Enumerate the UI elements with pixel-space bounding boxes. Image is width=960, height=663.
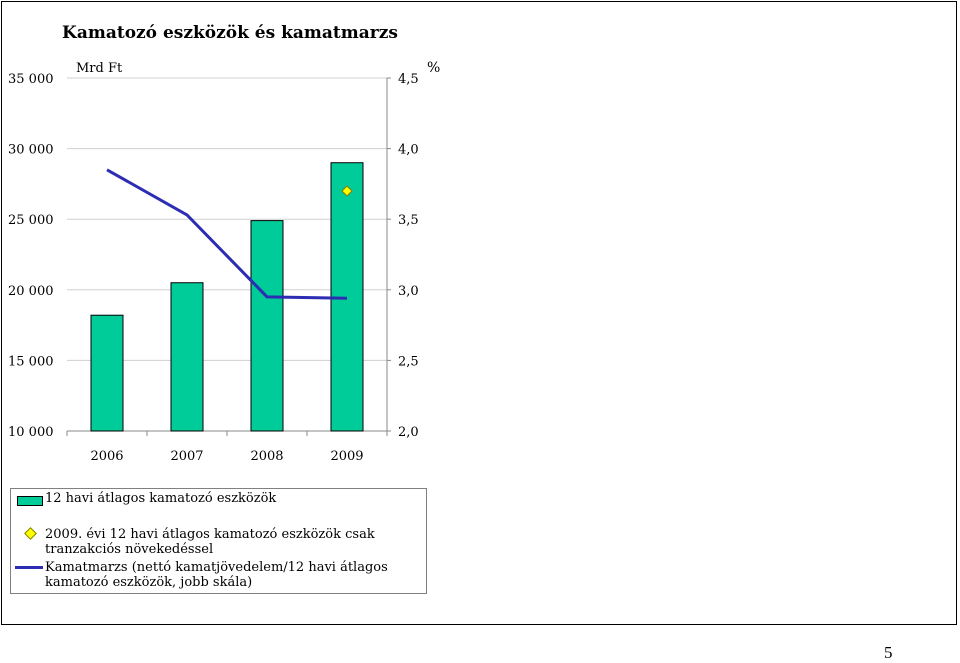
chart-title: Kamatozó eszközök és kamatmarzs <box>62 23 398 43</box>
slide-frame <box>1 1 957 625</box>
legend-bar-swatch <box>17 496 43 506</box>
right-axis-ticks: 2,0 2,5 3,0 3,5 4,0 4,5 <box>398 72 419 440</box>
marker-series <box>341 185 353 197</box>
bar <box>170 282 204 432</box>
x-tick-label: 2007 <box>170 449 203 464</box>
right-tick-label: 4,5 <box>398 72 419 87</box>
page-number: 5 <box>884 643 893 662</box>
x-tick-label: 2009 <box>330 449 363 464</box>
left-axis-ticks: 10 000 15 000 20 000 25 000 30 000 35 000 <box>8 72 54 440</box>
left-tick-label: 10 000 <box>8 425 54 440</box>
legend-label-line: Kamatmarzs (nettó kamatjövedelem/12 havi… <box>45 560 388 590</box>
left-tick-label: 25 000 <box>8 213 54 228</box>
legend-item-bars: 12 havi átlagos kamatozó eszközök <box>11 491 417 506</box>
legend-line-swatch <box>15 566 43 569</box>
right-tick-label: 3,0 <box>398 284 419 299</box>
right-tick-label: 4,0 <box>398 143 419 158</box>
x-tick-label: 2006 <box>90 449 123 464</box>
left-tick-label: 30 000 <box>8 143 54 158</box>
right-tick-label: 2,5 <box>398 354 419 369</box>
left-tick-label: 35 000 <box>8 72 54 87</box>
left-tick-label: 15 000 <box>8 354 54 369</box>
right-tick-label: 2,0 <box>398 425 419 440</box>
legend: 12 havi átlagos kamatozó eszközök 2009. … <box>10 488 427 594</box>
diamond-marker <box>341 185 353 197</box>
margin-line <box>106 168 348 300</box>
legend-item-line: Kamatmarzs (nettó kamatjövedelem/12 havi… <box>11 560 417 590</box>
legend-label-bars: 12 havi átlagos kamatozó eszközök <box>45 491 277 506</box>
right-axis-unit: % <box>427 60 440 76</box>
legend-label-marker: 2009. évi 12 havi átlagos kamatozó eszkö… <box>45 527 375 557</box>
left-tick-label: 20 000 <box>8 284 54 299</box>
right-tick-label: 3,5 <box>398 213 419 228</box>
x-tick-label: 2008 <box>250 449 283 464</box>
left-axis-unit: Mrd Ft <box>76 61 123 76</box>
legend-item-marker: 2009. évi 12 havi átlagos kamatozó eszkö… <box>11 527 417 557</box>
line-series <box>106 168 348 300</box>
bar <box>250 220 284 432</box>
x-axis-ticks: 2006 2007 2008 2009 <box>90 449 363 464</box>
bar <box>90 314 124 432</box>
